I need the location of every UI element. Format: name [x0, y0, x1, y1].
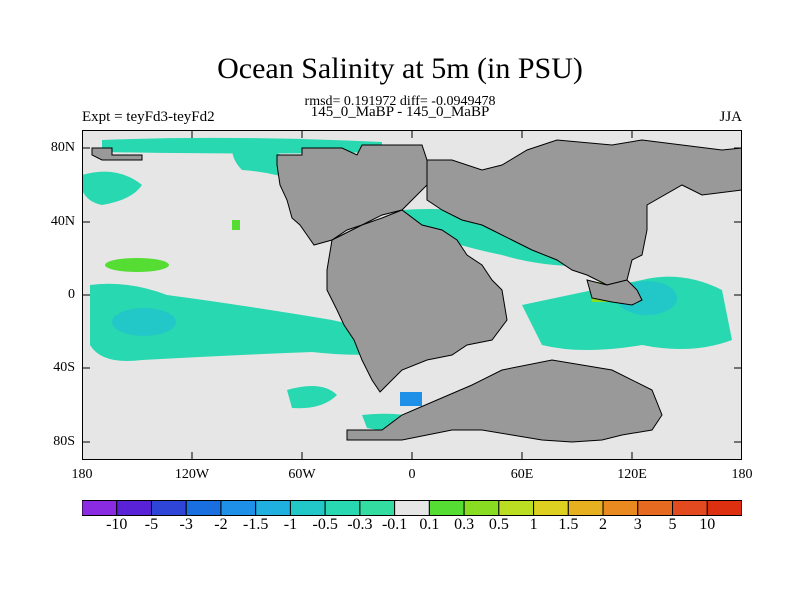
lon-label-120e: 120E	[617, 467, 647, 482]
colorbar-swatch	[185, 500, 222, 516]
land-south-america-africa	[326, 209, 508, 393]
lon-label-0: 0	[408, 467, 416, 482]
land-antarctica	[346, 359, 663, 443]
colorbar-label: -0.1	[381, 516, 408, 533]
colorbar-label: -1	[283, 516, 298, 533]
patch-southern-fresh	[400, 392, 422, 406]
colorbar-swatch	[533, 500, 569, 516]
colorbar-swatch	[220, 500, 257, 516]
colorbar-label: 0.1	[419, 516, 440, 533]
patch-south-pacific-core	[112, 308, 176, 336]
lon-label-60w: 60W	[288, 467, 316, 482]
colorbar-label: 0.5	[488, 516, 509, 533]
colorbar-swatch	[706, 500, 742, 516]
season-label: JJA	[719, 109, 742, 125]
colorbar-swatch	[324, 500, 361, 516]
patch-north-pacific	[82, 171, 142, 205]
colorbar-swatch	[567, 500, 604, 516]
colorbar-label: 1.5	[558, 516, 579, 533]
colorbar-swatch	[255, 500, 291, 516]
lat-label-80s: 80S	[53, 434, 75, 449]
colorbar-swatch	[116, 500, 152, 516]
lat-label-40s: 40S	[53, 360, 75, 375]
colorbar-swatch	[463, 500, 500, 516]
colorbar-swatch	[150, 500, 187, 516]
colorbar-label: -0.5	[312, 516, 338, 533]
colorbar-swatch	[602, 500, 639, 516]
frame-ticks	[82, 130, 742, 460]
land-arctic-island	[91, 147, 143, 161]
colorbar-swatch	[394, 500, 430, 516]
colorbar-label: 10	[699, 516, 716, 533]
experiment-label: Expt = teyFd3-teyFd2	[82, 109, 215, 125]
colorbar-swatch	[359, 500, 396, 516]
colorbar-label: -0.3	[347, 516, 373, 533]
center-label: 145_0_MaBP - 145_0_MaBP	[310, 104, 490, 120]
colorbar-label: -5	[144, 516, 159, 533]
colorbar-label: 5	[668, 516, 677, 533]
lon-label-120w: 120W	[174, 467, 210, 482]
land-eurasia	[426, 139, 742, 286]
lon-label-180w: 180	[71, 467, 93, 482]
land-australia	[586, 279, 643, 306]
stats-line: rmsd= 0.191972 diff= -0.0949478	[304, 94, 496, 109]
lon-label-60e: 60E	[510, 467, 534, 482]
colorbar-swatch	[82, 500, 118, 516]
map-frame	[82, 130, 742, 460]
landmasses	[91, 139, 742, 443]
colorbar-swatch	[498, 500, 535, 516]
lat-label-40n: 40N	[50, 214, 75, 229]
colorbar-swatch	[428, 500, 465, 516]
colorbar-label: -1.5	[243, 516, 269, 533]
lat-label-0: 0	[68, 287, 75, 302]
patch-mid-salty	[232, 220, 240, 230]
lon-label-180e: 180	[731, 467, 753, 482]
patch-pacific-salty	[105, 258, 169, 272]
colorbar-label: 1	[529, 516, 538, 533]
salinity-map	[82, 130, 742, 460]
patch-southern	[287, 386, 337, 409]
colorbar	[82, 500, 742, 516]
patch-indian	[522, 276, 732, 350]
colorbar-label: -3	[179, 516, 193, 533]
colorbar-label: 3	[633, 516, 642, 533]
plot-title: Ocean Salinity at 5m (in PSU)	[217, 52, 583, 85]
lat-label-80n: 80N	[50, 140, 75, 155]
colorbar-label: -10	[106, 516, 128, 533]
colorbar-swatch	[289, 500, 326, 516]
colorbar-swatch	[637, 500, 674, 516]
colorbar-label: -2	[214, 516, 228, 533]
colorbar-swatch	[672, 500, 708, 516]
colorbar-label: 0.3	[454, 516, 475, 533]
land-north-america	[276, 144, 438, 246]
colorbar-label: 2	[599, 516, 608, 533]
